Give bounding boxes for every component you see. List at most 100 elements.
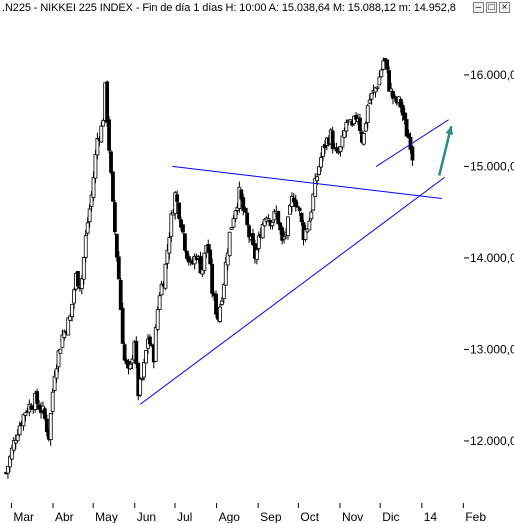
- minimize-button[interactable]: –: [473, 2, 484, 13]
- candle: [157, 292, 162, 311]
- candle-body: [208, 249, 213, 265]
- candle-body: [309, 211, 314, 220]
- candle: [208, 244, 213, 266]
- candle: [369, 92, 374, 105]
- candle-body: [247, 225, 251, 238]
- candle-body: [377, 76, 382, 86]
- candle: [383, 57, 388, 65]
- candle: [313, 173, 318, 197]
- candle-body: [72, 289, 76, 304]
- candle: [128, 363, 133, 371]
- candle-body: [138, 378, 143, 396]
- candle: [229, 227, 234, 230]
- candle-body: [60, 334, 65, 348]
- candle-body: [387, 70, 392, 92]
- candle: [348, 118, 353, 123]
- candle: [35, 388, 40, 407]
- candle: [72, 287, 76, 309]
- candle: [227, 231, 232, 257]
- candle-body: [128, 363, 133, 370]
- candle: [181, 224, 185, 235]
- y-tick-label: 15.000,0: [470, 159, 514, 173]
- close-button[interactable]: ×: [499, 2, 510, 13]
- candle-body: [221, 284, 226, 299]
- candle: [340, 130, 345, 150]
- candle: [241, 194, 246, 216]
- candle-body: [120, 307, 125, 344]
- x-tick-label: Abr: [55, 510, 74, 523]
- candle-body: [58, 348, 63, 354]
- candle-body: [383, 58, 388, 61]
- candle-body: [99, 125, 104, 143]
- candle-body: [9, 447, 14, 460]
- candle: [130, 355, 135, 370]
- candle: [293, 194, 298, 212]
- candle-body: [393, 96, 397, 99]
- candle-body: [225, 252, 230, 266]
- candle-body: [381, 60, 386, 70]
- candle: [66, 316, 71, 336]
- candle: [307, 217, 312, 231]
- candle: [387, 66, 392, 92]
- candle-body: [177, 202, 181, 219]
- candle: [169, 210, 174, 243]
- candle: [138, 376, 143, 398]
- candle: [202, 252, 207, 274]
- candle: [9, 445, 14, 461]
- candle-body: [52, 375, 57, 391]
- candle: [198, 251, 203, 274]
- candle-body: [144, 350, 148, 364]
- x-tick-label: Mar: [13, 510, 34, 523]
- candle-body: [76, 271, 80, 287]
- x-tick-label: May: [95, 510, 118, 523]
- candle: [225, 248, 230, 271]
- candle: [260, 222, 265, 239]
- candle: [221, 283, 226, 304]
- candle-body: [107, 119, 111, 151]
- candle-body: [181, 224, 185, 233]
- candle: [81, 256, 86, 285]
- candle: [297, 207, 302, 216]
- candle: [247, 223, 251, 243]
- candle: [315, 173, 320, 185]
- candle: [60, 329, 65, 349]
- candle-body: [245, 212, 250, 225]
- candle-body: [70, 303, 75, 317]
- candle: [385, 59, 390, 74]
- upper-trendline: [172, 165, 442, 199]
- candle: [389, 82, 393, 97]
- candle-body: [35, 391, 40, 404]
- x-tick-label: Nov: [342, 510, 363, 523]
- candle-body: [50, 391, 55, 412]
- y-axis: 12.000,0 13.000,0 14.000,0 15.000,0 16.000,0: [464, 68, 514, 448]
- candle-body: [241, 197, 246, 211]
- candle: [365, 104, 370, 129]
- x-tick-label: Jul: [177, 510, 192, 523]
- candle: [381, 57, 386, 71]
- candle-body: [17, 425, 22, 436]
- candle-body: [169, 213, 174, 237]
- candle-body: [270, 221, 275, 227]
- x-tick-label: Sep: [260, 510, 282, 523]
- x-tick-label: Dic: [382, 510, 399, 523]
- candle: [101, 118, 106, 127]
- candles-group: [4, 57, 415, 479]
- candle: [276, 210, 281, 225]
- candle: [56, 349, 61, 373]
- candle: [319, 152, 323, 173]
- candle-body: [134, 341, 139, 365]
- candle: [70, 303, 75, 322]
- candle-body: [6, 465, 10, 474]
- candle: [6, 465, 10, 479]
- candle-body: [266, 218, 271, 221]
- candle-body: [105, 81, 110, 123]
- candle-body: [389, 88, 393, 92]
- candle-body: [202, 252, 207, 271]
- maximize-button[interactable]: □: [486, 2, 497, 13]
- candle-body: [321, 146, 325, 157]
- candle-body: [198, 256, 203, 274]
- candle: [159, 280, 164, 296]
- candle-body: [334, 147, 339, 152]
